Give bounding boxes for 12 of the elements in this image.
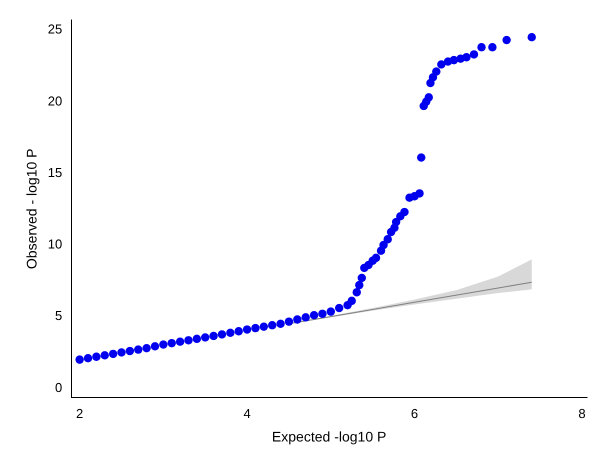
x-tick-label: 2: [76, 406, 84, 421]
y-tick-label: 25: [48, 22, 62, 37]
x-axis-title: Expected -log10 P: [272, 428, 386, 444]
x-tick-label: 8: [578, 406, 586, 421]
x-tick-label: 4: [243, 406, 251, 421]
y-axis-title: Observed - log10 P: [23, 148, 40, 270]
y-tick-label: 20: [48, 93, 62, 108]
y-tick-label: 10: [48, 236, 62, 252]
y-tick-label: 15: [48, 164, 62, 180]
y-tick-label: 0: [55, 380, 62, 395]
y-tick-label: 5: [55, 308, 62, 324]
x-tick-label: 6: [410, 406, 418, 421]
